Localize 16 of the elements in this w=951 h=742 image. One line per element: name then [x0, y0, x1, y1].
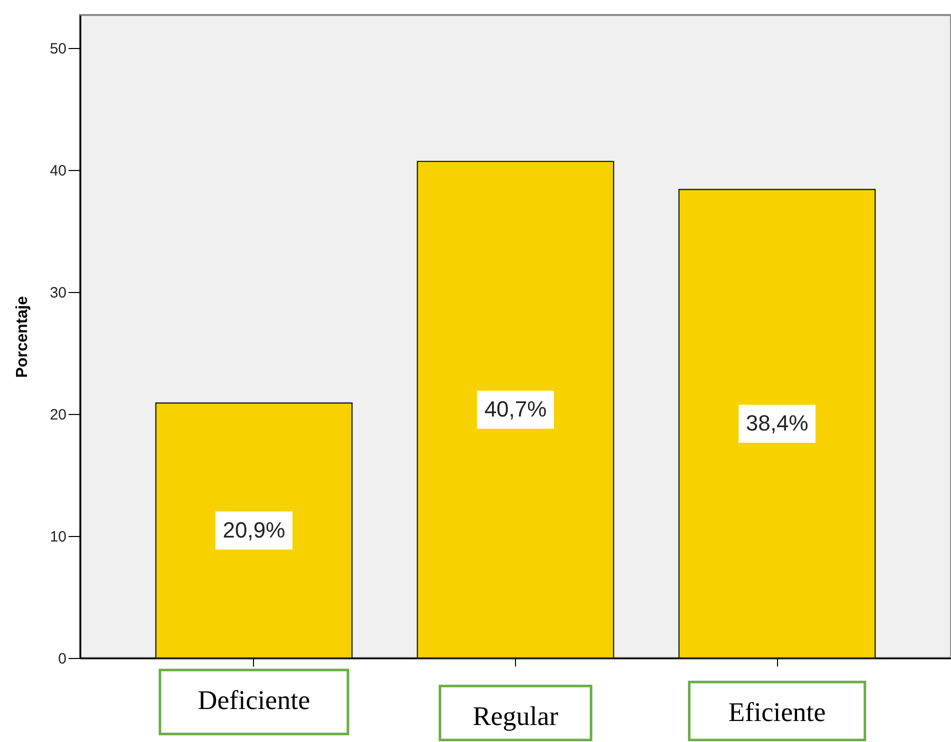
y-tick-label: 30	[50, 284, 66, 302]
bar	[678, 188, 876, 659]
data-label: 40,7%	[484, 396, 547, 422]
y-tick-label: 40	[50, 162, 66, 180]
x-tick-label: Eficiente	[728, 697, 826, 727]
y-tick-label: 50	[50, 40, 66, 58]
y-axis-title: Porcentaje	[14, 296, 31, 378]
bar	[155, 402, 353, 659]
y-tick-label: 0	[58, 650, 66, 668]
x-tick-label: Deficiente	[198, 685, 310, 715]
y-tick-label: 10	[50, 528, 66, 546]
y-tick-label: 20	[50, 406, 66, 424]
data-label: 38,4%	[746, 410, 808, 436]
data-label: 20,9%	[222, 518, 286, 542]
x-tick-label: Regular	[472, 701, 558, 731]
bar	[416, 160, 614, 659]
